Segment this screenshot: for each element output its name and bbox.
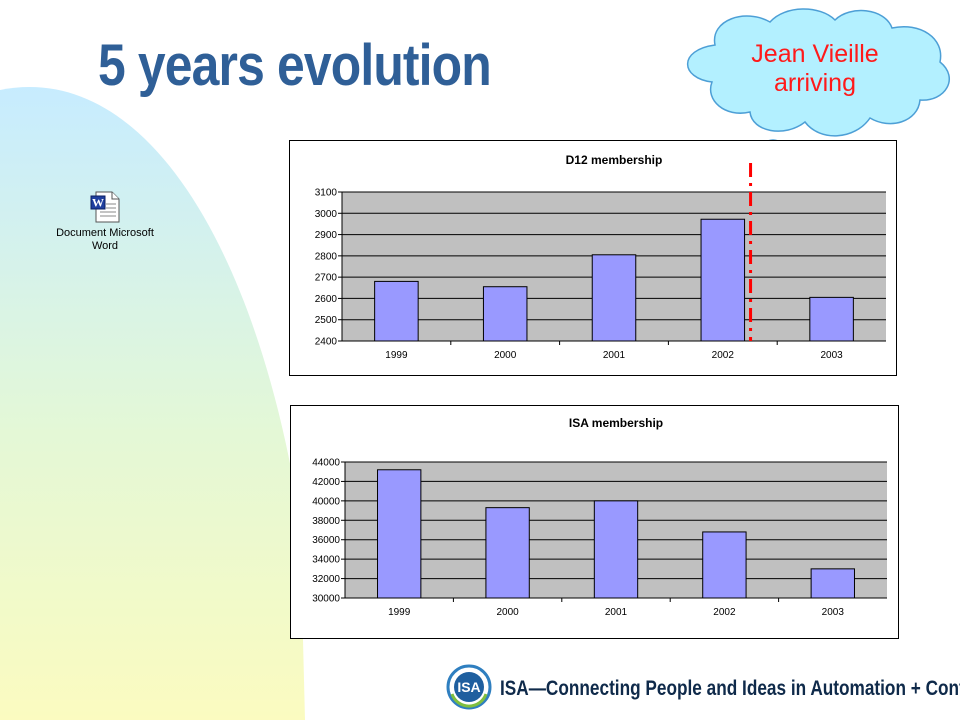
y-tick-label: 42000: [312, 477, 340, 488]
word-document-icon: W: [90, 191, 120, 223]
bar-2002: [702, 531, 747, 599]
y-tick-label: 34000: [312, 555, 340, 566]
y-tick-label: 3100: [315, 188, 338, 199]
y-tick-label: 40000: [312, 496, 340, 507]
y-tick-label: 2700: [315, 273, 338, 284]
bar-2003: [809, 296, 854, 342]
svg-text:W: W: [92, 196, 104, 210]
x-tick-label: 2001: [605, 607, 628, 618]
isa-logo: ISA: [446, 664, 492, 710]
cloud-shape: [686, 8, 951, 137]
footer-tagline: ISA—Connecting People and Ideas in Autom…: [500, 677, 960, 700]
isa-logo-text: ISA: [457, 679, 480, 695]
bar-1999: [377, 469, 422, 599]
y-tick-label: 3000: [315, 209, 338, 220]
slide-title: 5 years evolution: [98, 33, 492, 98]
x-tick-label: 1999: [385, 350, 408, 361]
y-tick-label: 36000: [312, 535, 340, 546]
x-tick-label: 1999: [388, 607, 411, 618]
bar-2000: [482, 286, 528, 342]
bar-2003: [810, 568, 855, 599]
chart-title: D12 membership: [566, 153, 663, 167]
x-tick-label: 2000: [494, 350, 517, 361]
y-tick-label: 32000: [312, 574, 340, 585]
bar-2001: [591, 254, 637, 342]
embedded-word-document[interactable]: W Document Microsoft Word: [50, 190, 160, 253]
x-tick-label: 2003: [822, 607, 845, 618]
x-tick-label: 2002: [712, 350, 735, 361]
y-tick-label: 2500: [315, 315, 338, 326]
chart-title: ISA membership: [569, 416, 663, 430]
y-tick-label: 44000: [312, 458, 340, 469]
y-tick-label: 38000: [312, 516, 340, 527]
bar-2001: [593, 500, 639, 599]
x-tick-label: 2002: [713, 607, 736, 618]
d12-membership-chart: D12 membership 2400 2500 2600 2700 2800 2900 30…: [289, 140, 897, 376]
y-tick-label: 2600: [315, 294, 338, 305]
x-tick-label: 2003: [820, 350, 843, 361]
embedded-object-label: Document Microsoft Word: [56, 227, 154, 252]
background-swoosh: [0, 87, 305, 720]
bar-2002: [700, 218, 746, 342]
x-tick-label: 2001: [603, 350, 626, 361]
x-tick-label: 2000: [496, 607, 519, 618]
y-tick-label: 30000: [312, 594, 340, 605]
y-tick-label: 2800: [315, 251, 338, 262]
y-tick-label: 2400: [315, 337, 338, 348]
isa-membership-chart: ISA membership 30000 32000 34000 36000 38000 4…: [290, 405, 899, 639]
bar-2000: [485, 507, 530, 599]
bar-1999: [374, 280, 419, 342]
y-tick-label: 2900: [315, 230, 338, 241]
callout-text: Jean Vieille arriving: [751, 40, 879, 97]
